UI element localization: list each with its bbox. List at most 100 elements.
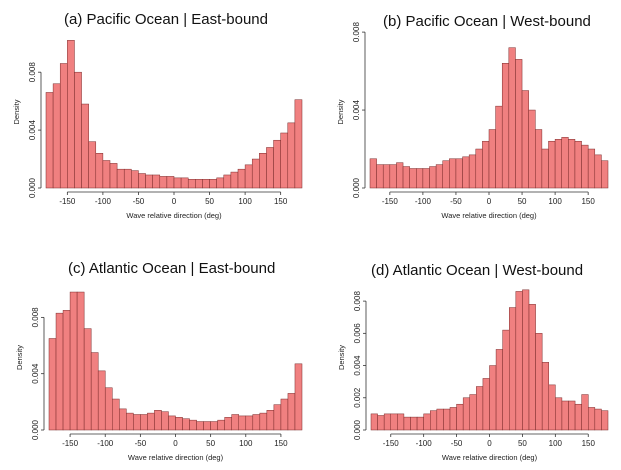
- histogram-bar: [202, 179, 210, 189]
- histogram-bar: [90, 352, 99, 431]
- histogram-bar: [377, 415, 385, 431]
- histogram-bar: [109, 163, 118, 189]
- histogram-bar: [390, 413, 398, 431]
- histogram-bar: [294, 363, 303, 431]
- histogram-bar: [252, 414, 261, 431]
- histogram-bar: [245, 415, 254, 431]
- histogram-bar: [175, 417, 183, 431]
- histogram-bar: [501, 63, 510, 189]
- histogram-bar: [416, 168, 424, 189]
- x-tick-label: 100: [548, 197, 562, 206]
- histogram-bar: [476, 386, 484, 431]
- histogram-bar: [554, 139, 562, 189]
- x-tick-label: 0: [173, 439, 178, 448]
- histogram-bar: [449, 407, 457, 431]
- histogram-bar: [495, 105, 503, 189]
- histogram-bar: [294, 99, 303, 189]
- histogram-bar: [369, 158, 377, 189]
- histogram-bar: [548, 384, 556, 431]
- histogram-bar: [52, 83, 61, 189]
- histogram-bar: [568, 139, 576, 189]
- histogram-bar: [112, 398, 120, 431]
- histogram-bar: [541, 148, 549, 189]
- y-axis-label: Density: [15, 345, 24, 370]
- histogram-bar: [541, 362, 549, 431]
- histogram-bar: [287, 122, 296, 189]
- y-tick-label: 0.008: [31, 307, 40, 328]
- y-axis-label: Density: [337, 345, 346, 370]
- histogram-bar: [462, 156, 470, 189]
- histogram-bar: [594, 408, 602, 431]
- histogram-bar: [482, 140, 490, 189]
- histogram-bar: [522, 289, 530, 431]
- histogram-bar: [409, 168, 417, 189]
- histogram-bar: [535, 129, 543, 189]
- histogram-bar: [468, 154, 477, 189]
- histogram-bar: [88, 141, 97, 189]
- histogram-bar: [403, 416, 411, 431]
- y-tick-label: 0.006: [353, 323, 362, 344]
- histogram-bar: [97, 370, 106, 431]
- histogram-bar: [482, 378, 490, 431]
- histogram-bar: [119, 408, 127, 431]
- histogram-bar: [370, 413, 378, 431]
- histogram-bar: [581, 144, 589, 189]
- histogram-bar: [574, 140, 582, 189]
- histogram-bar: [515, 291, 523, 431]
- histogram-bar: [140, 414, 148, 431]
- histogram-bar: [55, 312, 64, 431]
- x-tick-label: 50: [518, 439, 527, 448]
- panel-title: (a) Pacific Ocean | East-bound: [64, 11, 268, 28]
- histogram-bar: [76, 291, 85, 431]
- x-tick-label: -150: [59, 197, 76, 206]
- histogram-bar: [587, 148, 596, 189]
- histogram-bar: [154, 410, 162, 431]
- histogram-bar: [152, 174, 161, 189]
- histogram-bar: [273, 139, 281, 189]
- histogram-bar: [133, 414, 141, 431]
- x-axis-label: Wave relative direction (deg): [442, 453, 538, 462]
- histogram-bar: [410, 416, 418, 431]
- histogram-bar: [581, 394, 589, 431]
- histogram-bar: [74, 71, 82, 189]
- histogram-bar: [231, 414, 240, 431]
- histogram-bar: [67, 40, 75, 189]
- histogram-bar: [475, 148, 483, 189]
- histogram-bar: [588, 407, 596, 431]
- x-tick-label: -150: [62, 439, 79, 448]
- histogram-bar: [138, 173, 146, 189]
- histogram-bar: [224, 417, 232, 431]
- histogram-bar: [59, 63, 68, 189]
- histogram-bar: [455, 158, 463, 189]
- histogram-bar: [48, 338, 57, 431]
- histogram-bar: [469, 394, 477, 431]
- histogram-bar: [449, 158, 457, 189]
- histogram-bar: [116, 168, 125, 189]
- histogram-bar: [104, 387, 113, 431]
- x-tick-label: 50: [206, 439, 215, 448]
- y-tick-label: 0.000: [28, 177, 37, 198]
- histogram-bar: [180, 177, 189, 189]
- y-tick-label: 0.008: [28, 62, 37, 83]
- histogram-bar: [230, 171, 239, 189]
- histogram-bar: [238, 415, 247, 431]
- y-tick-label: 0.004: [352, 99, 361, 120]
- histogram-bar: [62, 310, 71, 431]
- x-tick-label: 50: [518, 197, 527, 206]
- histogram-bar: [489, 365, 497, 431]
- x-tick-label: -100: [95, 197, 112, 206]
- y-tick-label: 0.000: [352, 177, 361, 198]
- histogram-bar: [416, 416, 424, 431]
- histogram-bar: [259, 412, 268, 431]
- y-tick-label: 0.008: [353, 291, 362, 312]
- histogram-bar: [223, 174, 232, 189]
- histogram-bar: [251, 158, 260, 189]
- x-tick-label: 100: [549, 439, 563, 448]
- y-tick-label: 0.002: [353, 387, 362, 408]
- x-tick-label: 0: [487, 439, 492, 448]
- histogram-bar: [216, 177, 225, 189]
- y-tick-label: 0.000: [31, 419, 40, 440]
- histogram-bar: [574, 403, 582, 431]
- histogram-bar: [69, 291, 78, 431]
- histogram-bar: [509, 307, 517, 431]
